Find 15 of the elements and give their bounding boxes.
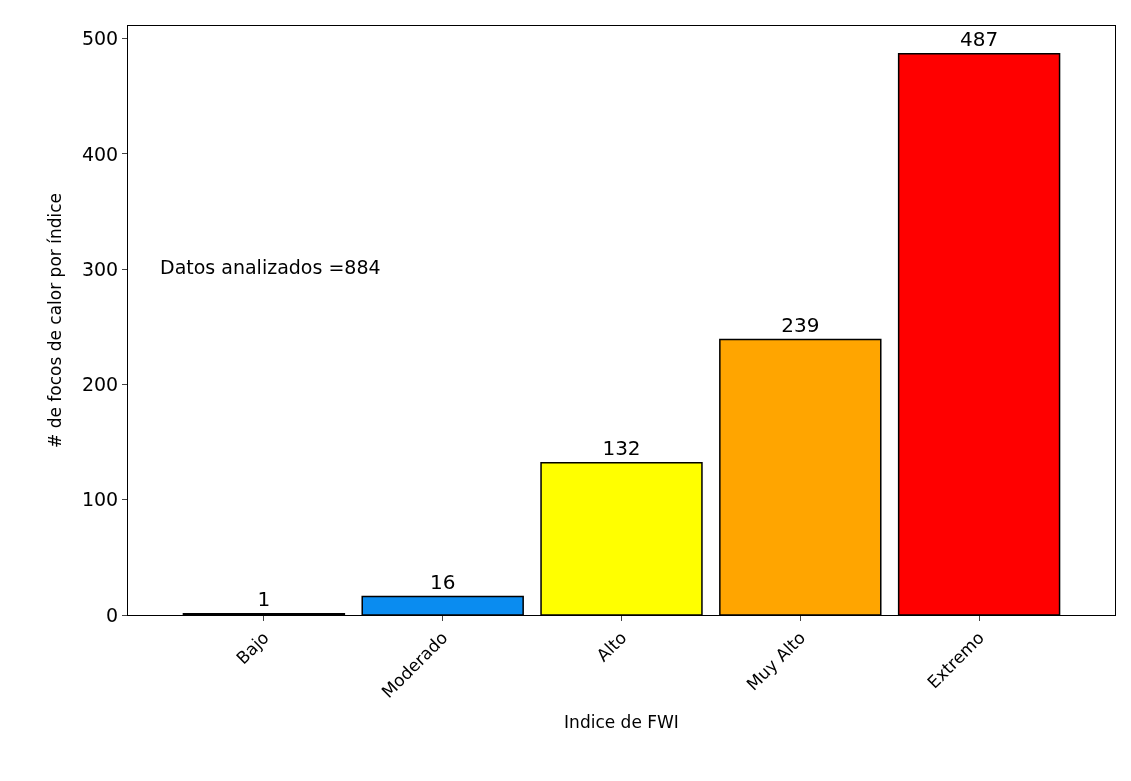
- y-tick-label: 400: [81, 142, 119, 165]
- x-axis-title: Indice de FWI: [564, 712, 679, 733]
- data-label: 1: [257, 586, 271, 611]
- y-tick-label: 100: [81, 488, 119, 511]
- y-axis-title: # de focos de calor por índice: [45, 192, 66, 449]
- data-label: 132: [602, 435, 641, 460]
- x-tick-label: Alto: [592, 627, 631, 666]
- y-tick-label: 500: [81, 27, 119, 50]
- y-tick-label: 300: [81, 257, 119, 280]
- y-tick-label: 200: [81, 373, 119, 396]
- data-label: 16: [429, 569, 456, 594]
- annotation: Datos analizados =884: [160, 256, 381, 278]
- data-label: 239: [781, 312, 820, 337]
- data-label: 487: [960, 26, 999, 51]
- y-tick-label: 0: [106, 603, 119, 626]
